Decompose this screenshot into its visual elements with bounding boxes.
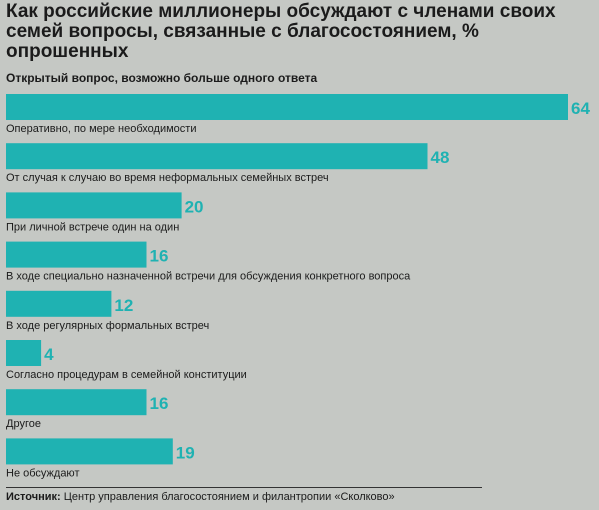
bar-value-label-7: 16 — [150, 394, 169, 413]
bar-1 — [6, 94, 568, 120]
category-label-6: Согласно процедурам в семейной конституц… — [6, 369, 247, 381]
category-label-2: От случая к случаю во время неформальных… — [6, 172, 329, 184]
bar-5 — [6, 290, 112, 317]
category-label-1: Оперативно, по мере необходимости — [6, 123, 196, 135]
category-label-3: При личной встрече один на один — [6, 221, 179, 233]
bar-8 — [6, 438, 173, 465]
bar-6 — [6, 340, 42, 366]
bar-value-label-3: 20 — [185, 197, 204, 216]
category-label-4: В ходе специально назначенной встречи дл… — [6, 271, 411, 283]
chart-title: Как российские миллионеры обсуждают с чл… — [6, 1, 556, 62]
bar-value-label-1: 64 — [571, 99, 590, 118]
bar-3 — [6, 192, 182, 219]
category-label-8: Не обсуждают — [6, 467, 79, 479]
bar-value-label-6: 4 — [44, 345, 54, 364]
category-label-7: Другое — [6, 418, 41, 430]
bar-value-label-4: 16 — [150, 247, 169, 266]
source-note: Источник: Центр управления благосостояни… — [6, 491, 395, 503]
bar-value-label-2: 48 — [431, 148, 450, 167]
source-label: Источник: — [6, 491, 61, 503]
bar-value-label-8: 19 — [176, 443, 195, 462]
category-label-5: В ходе регулярных формальных встреч — [6, 320, 209, 332]
bar-7 — [6, 389, 147, 416]
bar-value-label-5: 12 — [114, 296, 133, 315]
chart-subtitle: Открытый вопрос, возможно больше одного … — [6, 71, 318, 85]
bar-2 — [6, 143, 428, 170]
source-text: Центр управления благосостоянием и филан… — [60, 491, 395, 503]
source-divider — [6, 487, 482, 488]
bar-4 — [6, 241, 147, 268]
